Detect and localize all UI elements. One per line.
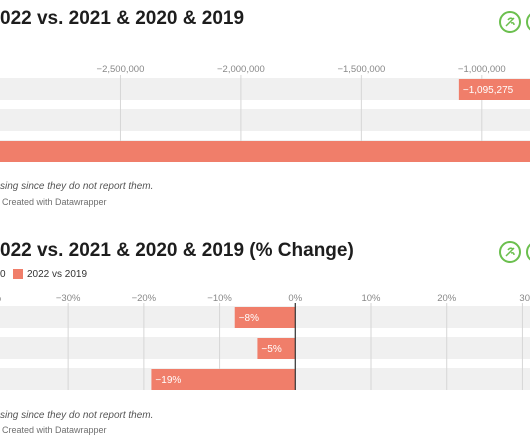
tick-label: −10% <box>207 293 232 304</box>
legend-item-0: 0 <box>0 269 6 280</box>
chart-2-title: 022 vs. 2021 & 2020 & 2019 (% Change) <box>0 240 354 261</box>
bar <box>458 79 530 100</box>
bar <box>234 307 296 328</box>
chart-2-note: sing since they do not report them. <box>0 410 154 421</box>
tick-label: −20% <box>132 293 157 304</box>
chart-1-note: sing since they do not report them. <box>0 181 154 192</box>
bar <box>257 338 296 359</box>
chart-1-plot: −2,500,000 −2,000,000 −1,500,000 −1,000,000… <box>0 64 530 162</box>
bar-value-label: −8% <box>239 313 259 324</box>
bar-value-label: −1,095,275 <box>463 85 514 96</box>
plant-icon-2[interactable] <box>526 241 530 263</box>
plant-icon[interactable] <box>499 11 521 33</box>
row-background <box>0 78 530 100</box>
bar <box>151 369 296 390</box>
plant-icon-2[interactable] <box>526 11 530 33</box>
row-background <box>0 109 530 131</box>
plant-icon[interactable] <box>499 241 521 263</box>
bar-value-label: −19% <box>155 375 181 386</box>
tick-label: −1,500,000 <box>337 64 385 75</box>
bar-value-label: −5% <box>261 344 281 355</box>
chart-1-title: 022 vs. 2021 & 2020 & 2019 <box>0 8 245 29</box>
chart-1: 022 vs. 2021 & 2020 & 2019 −2,500,000 −2,… <box>0 0 530 220</box>
chart-2-plot: % −30% −20% −10% 0% 10% 20% 30 −8% −5% −19% <box>0 293 530 390</box>
tick-label: −2,500,000 <box>97 64 145 75</box>
tick-label: 20% <box>437 293 457 304</box>
legend-swatch <box>13 269 23 279</box>
legend: 0 2022 vs 2019 <box>0 268 200 282</box>
chart-2: 022 vs. 2021 & 2020 & 2019 (% Change) 0 … <box>0 226 530 442</box>
tick-label: 30 <box>519 293 530 304</box>
bar <box>0 141 530 162</box>
legend-item-2022-vs-2019: 2022 vs 2019 <box>27 269 88 280</box>
chart-1-credit: Created with Datawrapper <box>2 197 107 207</box>
tick-label: −2,000,000 <box>217 64 265 75</box>
tick-label: % <box>0 293 2 304</box>
tick-label: −1,000,000 <box>458 64 506 75</box>
tick-label: −30% <box>56 293 81 304</box>
tick-label: 0% <box>288 293 302 304</box>
chart-2-credit: Created with Datawrapper <box>2 425 107 435</box>
tick-label: 10% <box>361 293 381 304</box>
